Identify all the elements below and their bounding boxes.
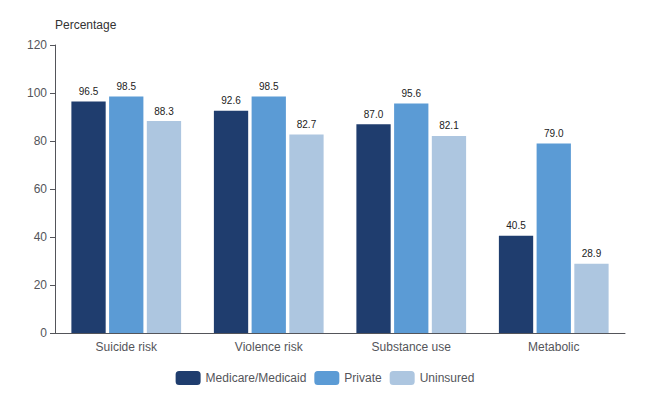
svg-text:Medicare/Medicaid: Medicare/Medicaid bbox=[206, 371, 307, 385]
svg-text:60: 60 bbox=[34, 182, 48, 196]
svg-text:Percentage: Percentage bbox=[55, 18, 117, 32]
svg-text:98.5: 98.5 bbox=[259, 81, 279, 92]
svg-text:88.3: 88.3 bbox=[154, 106, 174, 117]
svg-text:28.9: 28.9 bbox=[582, 248, 602, 259]
svg-text:Substance use: Substance use bbox=[372, 340, 452, 354]
svg-text:95.6: 95.6 bbox=[402, 88, 422, 99]
svg-text:Suicide risk: Suicide risk bbox=[96, 340, 158, 354]
svg-text:96.5: 96.5 bbox=[79, 86, 99, 97]
svg-text:Violence risk: Violence risk bbox=[235, 340, 304, 354]
svg-text:40.5: 40.5 bbox=[506, 220, 526, 231]
svg-text:Uninsured: Uninsured bbox=[420, 371, 475, 385]
svg-text:20: 20 bbox=[34, 278, 48, 292]
svg-text:0: 0 bbox=[40, 326, 47, 340]
svg-text:Private: Private bbox=[344, 371, 382, 385]
svg-text:80: 80 bbox=[34, 134, 48, 148]
svg-text:82.7: 82.7 bbox=[297, 119, 317, 130]
svg-text:87.0: 87.0 bbox=[364, 109, 384, 120]
svg-text:82.1: 82.1 bbox=[439, 120, 459, 131]
svg-text:98.5: 98.5 bbox=[117, 81, 137, 92]
svg-text:120: 120 bbox=[27, 38, 47, 52]
svg-text:40: 40 bbox=[34, 230, 48, 244]
svg-text:Metabolic: Metabolic bbox=[528, 340, 579, 354]
svg-text:100: 100 bbox=[27, 86, 47, 100]
svg-text:92.6: 92.6 bbox=[221, 95, 241, 106]
svg-text:79.0: 79.0 bbox=[544, 128, 564, 139]
